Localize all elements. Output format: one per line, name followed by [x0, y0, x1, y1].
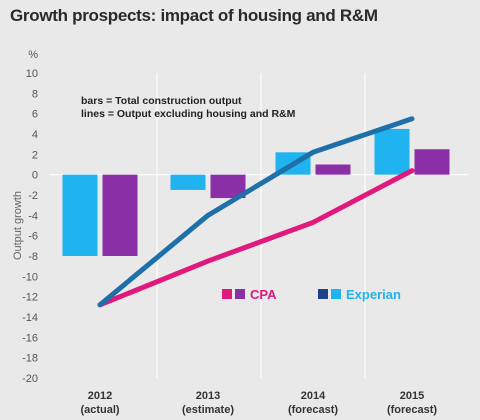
legend-swatch — [235, 289, 245, 299]
bar-experian-2015 — [374, 128, 410, 175]
y-tick-label: 4 — [32, 129, 38, 141]
bars — [62, 128, 450, 256]
legend-label: Experian — [346, 287, 401, 302]
y-tick-label: 6 — [32, 109, 38, 121]
bar-cpa-2013 — [210, 174, 246, 199]
bar-cpa-2014 — [315, 164, 351, 175]
y-tick-label: -16 — [22, 332, 38, 344]
line-cpa — [97, 168, 415, 308]
bar-experian-2013 — [170, 174, 206, 190]
bar-experian-2012 — [62, 174, 98, 256]
bar-cpa-2015 — [414, 149, 450, 175]
lines — [97, 116, 415, 308]
x-axis: 2012 (actual) 2013 (estimate) 2014 (forecast)… — [80, 390, 437, 416]
y-tick-label: 10 — [26, 68, 38, 80]
y-tick-label: 2 — [32, 149, 38, 161]
x-tick-label: 2013 — [196, 390, 220, 402]
legend-swatch — [331, 289, 341, 299]
x-tick-sublabel: (forecast) — [288, 404, 338, 416]
x-tick-label: 2014 — [301, 390, 326, 402]
line-experian — [97, 116, 415, 308]
y-tick-label: 0 — [32, 170, 38, 182]
y-tick-label: -6 — [28, 231, 38, 243]
legend-swatch — [222, 289, 232, 299]
y-tick-label: -2 — [28, 190, 38, 202]
y-tick-label: -10 — [22, 271, 38, 283]
y-tick-label: -18 — [22, 353, 38, 365]
x-tick-label: 2015 — [400, 390, 424, 402]
y-axis-title: Output growth — [12, 191, 24, 260]
x-tick-sublabel: (estimate) — [182, 404, 234, 416]
y-tick-label: -14 — [22, 312, 38, 324]
y-unit-label: % — [28, 49, 38, 61]
legend-label: CPA — [250, 287, 277, 302]
y-tick-label: -4 — [28, 210, 38, 222]
y-axis: % 10 8 6 4 2 0 -2 -4 -6 -8 -10 -12 -14 -16 -18 -20 Output… — [12, 49, 38, 385]
y-tick-label: -8 — [28, 251, 38, 263]
y-tick-label: -12 — [22, 292, 38, 304]
x-tick-sublabel: (actual) — [80, 404, 119, 416]
legend: CPA Experian — [222, 287, 401, 302]
chart-note: bars = Total construction output — [81, 95, 242, 107]
x-tick-sublabel: (forecast) — [387, 404, 437, 416]
y-tick-label: 8 — [32, 88, 38, 100]
bar-cpa-2012 — [102, 174, 138, 256]
legend-swatch — [318, 289, 328, 299]
chart-note: lines = Output excluding housing and R&M — [81, 108, 296, 120]
y-tick-label: -20 — [22, 373, 38, 385]
x-tick-label: 2012 — [88, 390, 112, 402]
chart-title: Growth prospects: impact of housing and … — [10, 6, 378, 25]
